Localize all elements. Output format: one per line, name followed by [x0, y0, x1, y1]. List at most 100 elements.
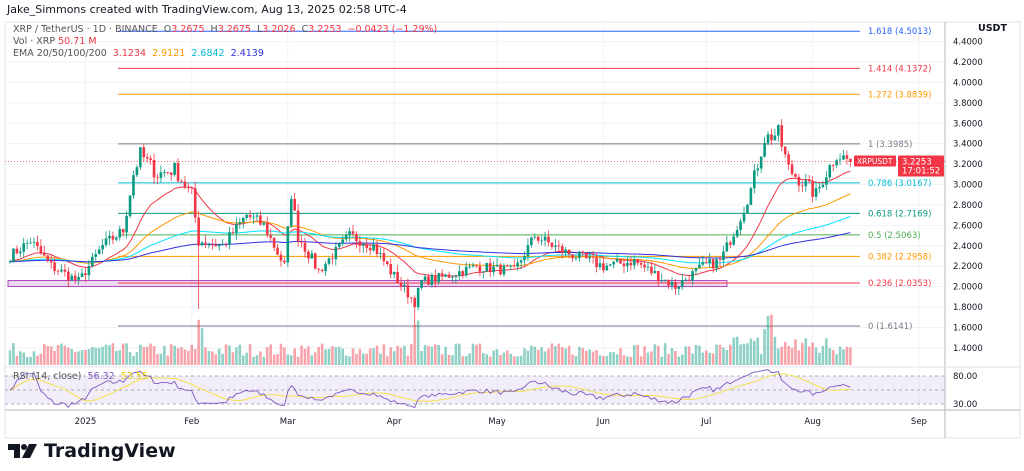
- volume-value: 50.71 M: [58, 36, 97, 47]
- candle: [564, 249, 567, 253]
- volume-bar: [372, 348, 375, 365]
- candle: [519, 260, 523, 263]
- symbol-tag-text: XRPUSDT: [857, 157, 893, 166]
- fib-level-label: 1.414 (4.1372): [868, 64, 931, 74]
- candle: [231, 232, 235, 234]
- price-tick-label: 1.4000: [953, 344, 983, 354]
- volume-bar: [509, 353, 513, 365]
- volume-bar: [540, 347, 543, 365]
- time-tick-label: May: [488, 417, 506, 427]
- volume-bar: [639, 356, 643, 365]
- volume-bar: [358, 348, 362, 365]
- candle: [152, 160, 156, 178]
- candle: [84, 273, 87, 276]
- volume-bar: [629, 356, 633, 365]
- volume-bar: [139, 344, 142, 365]
- volume-bar: [684, 346, 688, 365]
- candle: [557, 245, 561, 247]
- volume-bar: [187, 350, 190, 365]
- volume-bar: [619, 348, 622, 365]
- volume-bar: [680, 354, 684, 365]
- candle: [471, 265, 475, 267]
- candle: [526, 245, 530, 257]
- tradingview-logo-icon: [8, 444, 37, 458]
- volume-bar: [337, 346, 341, 365]
- volume-bar: [656, 345, 660, 365]
- candle: [94, 254, 98, 257]
- volume-bar: [777, 348, 780, 365]
- volume-bar: [691, 353, 694, 365]
- volume-bar: [526, 350, 530, 365]
- candle: [313, 253, 317, 269]
- candle: [108, 235, 111, 239]
- fib-level-label: 0.382 (2.2958): [868, 252, 931, 262]
- volume-bar: [704, 350, 708, 365]
- candle: [478, 266, 482, 272]
- volume-bar: [169, 344, 173, 365]
- volume-bar: [499, 355, 502, 365]
- ema-label[interactable]: EMA 20/50/100/200: [13, 48, 107, 59]
- candle: [660, 280, 663, 282]
- ohlc-legend: XRP / TetherUS · 1D · BINANCE O3.2675 H3…: [13, 24, 437, 35]
- candle: [142, 147, 146, 158]
- currency-label[interactable]: USDT: [978, 23, 1007, 34]
- volume-bar: [80, 350, 84, 365]
- volume-bar: [478, 343, 482, 365]
- candle: [248, 214, 252, 218]
- volume-bar: [29, 356, 32, 365]
- volume-label[interactable]: Vol · XRP: [13, 36, 56, 47]
- candle: [293, 198, 296, 211]
- candle: [392, 271, 396, 275]
- volume-bar: [674, 351, 677, 365]
- candle: [451, 276, 454, 278]
- volume-bar: [516, 356, 519, 365]
- price-tick-label: 2.6000: [953, 221, 983, 231]
- volume-bar: [416, 320, 420, 365]
- candle: [674, 282, 677, 289]
- volume-bar: [632, 345, 636, 365]
- volume-bar: [313, 352, 317, 365]
- volume-bar: [293, 348, 296, 365]
- volume-bar: [636, 344, 639, 365]
- candle: [571, 254, 574, 259]
- volume-bar: [84, 350, 87, 365]
- volume-bar: [475, 344, 478, 365]
- volume-bar: [643, 346, 646, 365]
- volume-bar: [612, 352, 615, 365]
- candle: [386, 261, 389, 264]
- volume-bar: [780, 346, 784, 365]
- candle: [598, 263, 602, 268]
- price-tick-label: 2.8000: [953, 201, 983, 211]
- candle: [838, 159, 842, 161]
- candle: [255, 215, 259, 217]
- volume-bar: [608, 352, 612, 365]
- volume-bar: [283, 347, 286, 365]
- ema20-value: 3.1234: [112, 48, 147, 59]
- candle: [427, 276, 430, 285]
- volume-bar: [423, 344, 427, 365]
- rsi-label[interactable]: RSI (14, close): [13, 371, 82, 382]
- volume-bar: [458, 343, 461, 365]
- price-tick-label: 2.2000: [953, 262, 983, 272]
- candle: [149, 158, 152, 161]
- volume-bar: [132, 355, 135, 365]
- candle: [159, 172, 163, 178]
- volume-bar: [348, 356, 351, 365]
- candle: [73, 275, 77, 280]
- candle: [276, 247, 279, 255]
- rsi-tick-label: 80.00: [953, 372, 977, 382]
- volume-bar: [60, 343, 63, 365]
- volume-bar: [440, 354, 444, 365]
- volume-bar: [797, 350, 801, 365]
- volume-bar: [677, 356, 681, 365]
- price-tick-label: 3.2000: [953, 160, 983, 170]
- volume-bar: [111, 343, 115, 365]
- candle: [749, 188, 753, 205]
- candle: [626, 262, 629, 267]
- candle: [382, 253, 386, 262]
- candle: [746, 204, 749, 213]
- candle: [156, 177, 159, 179]
- symbol-title[interactable]: XRP / TetherUS · 1D · BINANCE: [13, 24, 158, 35]
- candle: [797, 176, 801, 186]
